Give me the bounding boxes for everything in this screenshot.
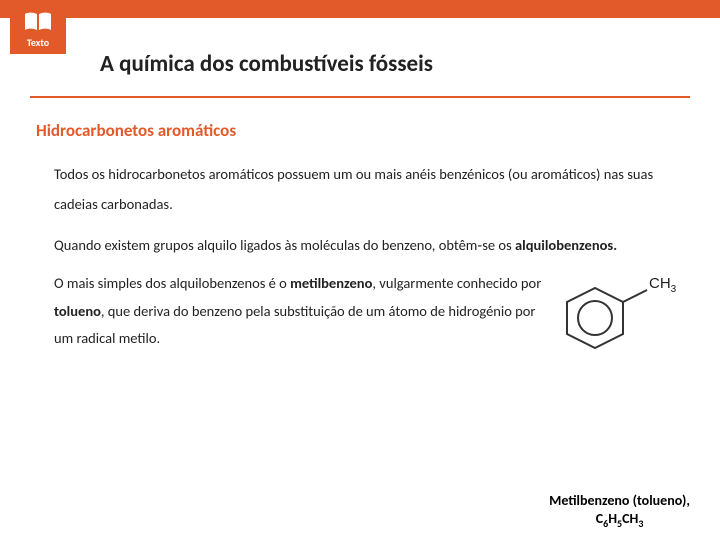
body-text: Todos os hidrocarbonetos aromáticos poss… bbox=[36, 159, 684, 381]
brand-logo-tab: Texto bbox=[10, 0, 66, 54]
caption-line1: Metilbenzeno (tolueno), bbox=[549, 492, 690, 510]
page-title: A química dos combustíveis fósseis bbox=[100, 50, 690, 78]
p3-a: O mais simples dos alquilobenzenos é o bbox=[54, 274, 290, 292]
p3-bold1: metilbenzeno bbox=[290, 274, 372, 292]
f-c: C bbox=[596, 510, 603, 527]
toluene-structure-icon: CH3 bbox=[555, 274, 683, 370]
paragraph-3: O mais simples dos alquilobenzenos é o m… bbox=[54, 270, 544, 363]
svg-text:CH3: CH3 bbox=[649, 275, 677, 295]
f-h: H bbox=[608, 510, 617, 527]
p2-pre: Quando existem grupos alquilo ligados às… bbox=[54, 236, 477, 254]
p3-c: , que deriva do benzeno pela substituiçã… bbox=[54, 302, 535, 348]
title-area: A química dos combustíveis fósseis bbox=[0, 18, 720, 86]
brand-label: Texto bbox=[27, 36, 49, 49]
ch3-text: CH bbox=[649, 275, 671, 292]
f-ch: CH bbox=[622, 510, 638, 527]
section-heading: Hidrocarbonetos aromáticos bbox=[36, 120, 684, 141]
top-bar bbox=[0, 0, 720, 18]
molecule-figure: CH3 bbox=[554, 270, 684, 380]
f-n3: 3 bbox=[638, 517, 643, 530]
lower-row: O mais simples dos alquilobenzenos é o m… bbox=[54, 270, 684, 380]
content-area: Hidrocarbonetos aromáticos Todos os hidr… bbox=[0, 98, 720, 381]
paragraph-2: Quando existem grupos alquilo ligados às… bbox=[54, 230, 684, 260]
p2-post: se os bbox=[482, 236, 515, 254]
paragraph-1: Todos os hidrocarbonetos aromáticos poss… bbox=[54, 159, 684, 220]
book-icon bbox=[23, 10, 53, 34]
caption-formula: C6H5CH3 bbox=[549, 510, 690, 530]
p3-bold2: tolueno bbox=[54, 302, 101, 320]
figure-caption: Metilbenzeno (tolueno), C6H5CH3 bbox=[549, 492, 690, 530]
p2-bold: alquilobenzenos. bbox=[515, 236, 617, 254]
ch3-sub: 3 bbox=[671, 284, 677, 295]
p3-b: , vulgarmente conhecido por bbox=[372, 274, 541, 292]
